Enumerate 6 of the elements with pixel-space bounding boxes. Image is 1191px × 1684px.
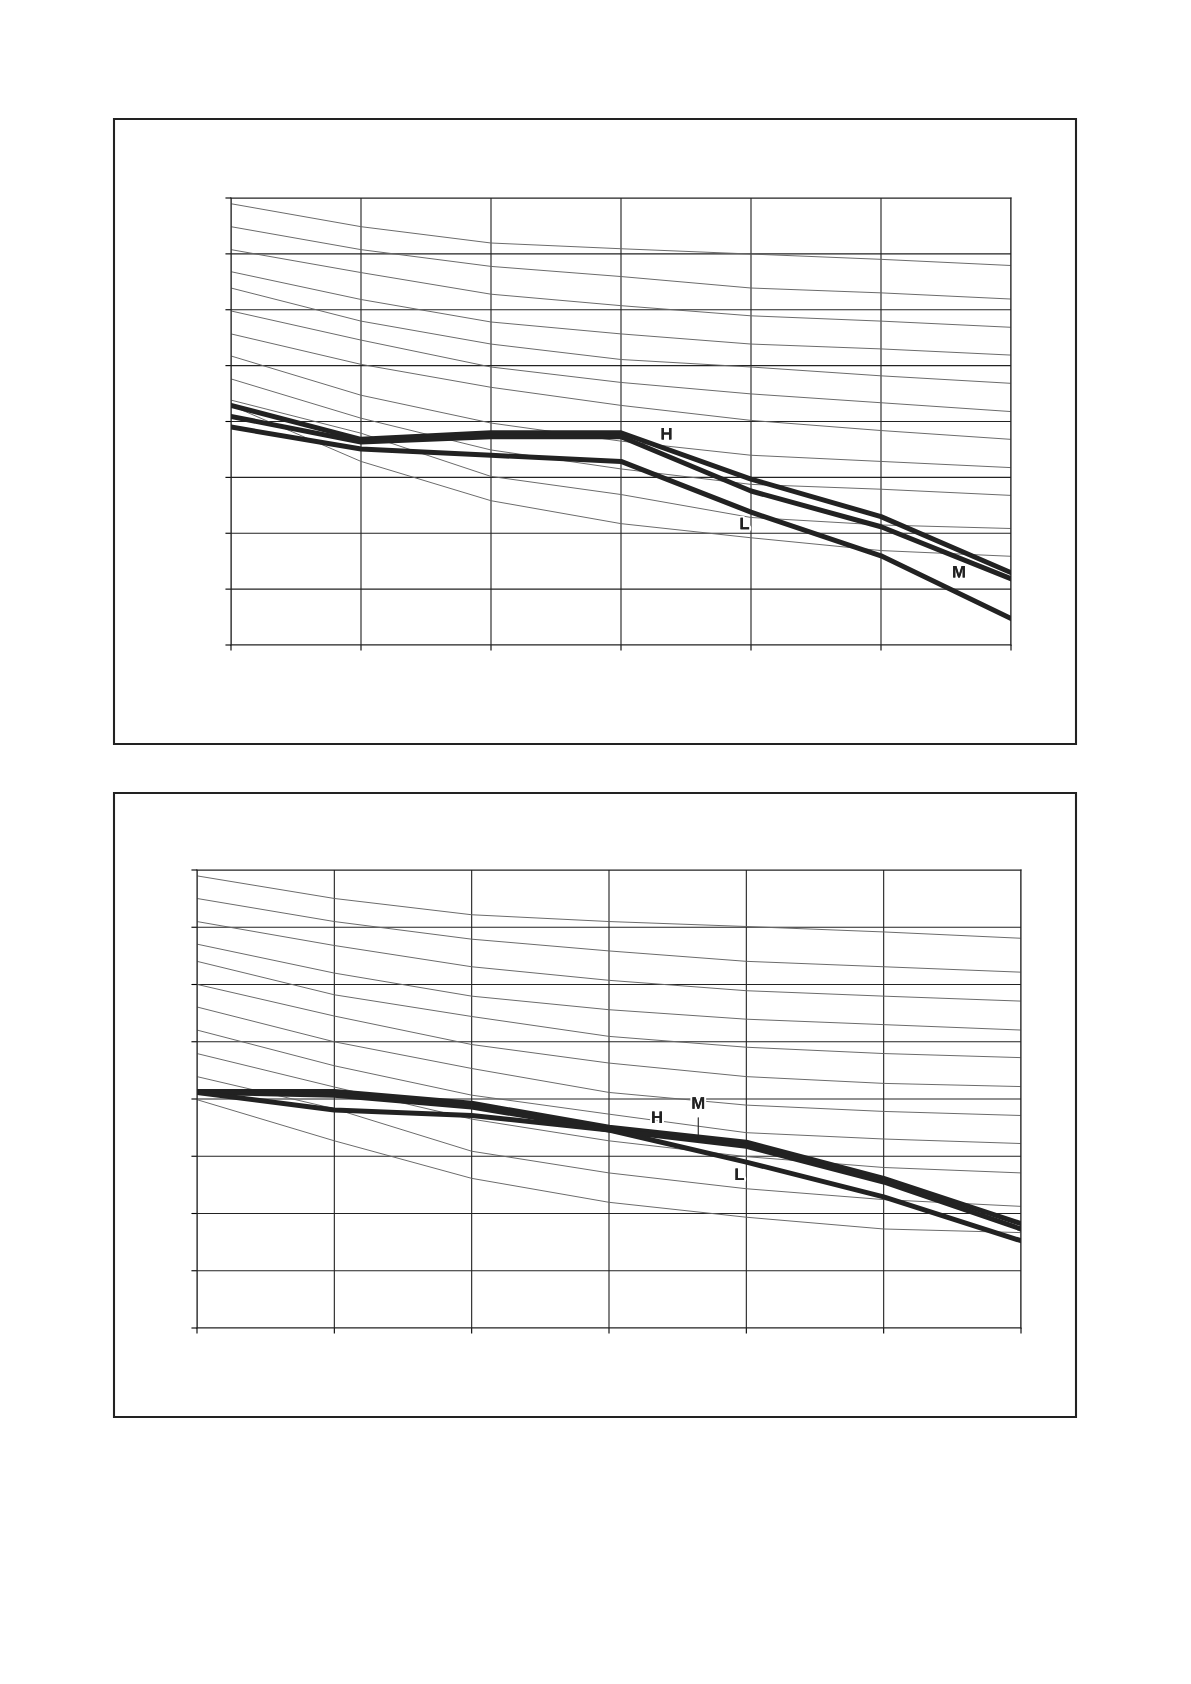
series-label: M [692, 1097, 705, 1109]
series-label: L [740, 517, 750, 530]
series-label: M [953, 566, 965, 578]
series-label: H [661, 427, 672, 440]
series-label: H [652, 1111, 662, 1123]
series-label: L [735, 1168, 745, 1181]
